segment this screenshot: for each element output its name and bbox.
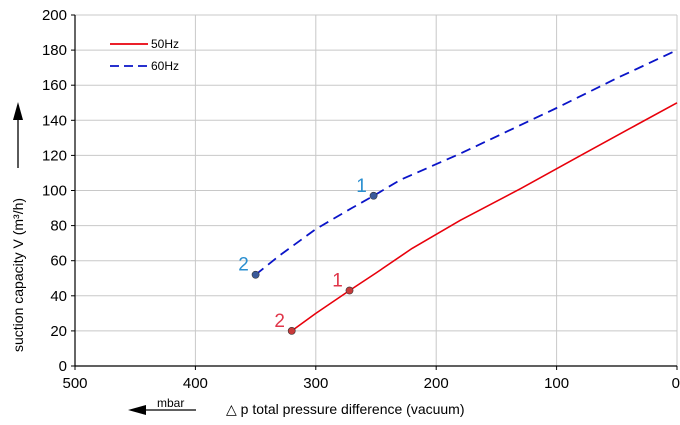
- y-tick-label: 120: [42, 147, 67, 164]
- x-axis-unit: mbar: [157, 396, 184, 410]
- y-tick-label: 20: [50, 323, 67, 340]
- operating-point-marker: [287, 326, 296, 335]
- y-axis-arrow-head-icon: [13, 102, 23, 120]
- y-tick-label: 100: [42, 183, 67, 200]
- legend-label-50Hz: 50Hz: [151, 37, 179, 51]
- legend: 50Hz 60Hz: [110, 37, 179, 73]
- x-axis-title-group: mbar △ p total pressure difference (vacu…: [128, 396, 465, 417]
- y-tick-label: 200: [42, 7, 67, 24]
- x-tick-label: 300: [303, 375, 328, 392]
- operating-point-marker: [369, 191, 378, 200]
- grid: [74, 14, 678, 367]
- operating-point-label: 1: [332, 271, 343, 292]
- y-tick-label: 60: [50, 253, 67, 270]
- y-axis-title: suction capacity V (m³/h): [10, 198, 26, 352]
- x-tick-label: 400: [183, 375, 208, 392]
- point-annotations: 1 2 1 2: [238, 176, 378, 335]
- series-line-60Hz: [255, 49, 678, 276]
- operating-point-label: 1: [356, 176, 367, 197]
- x-tick-label: 200: [424, 375, 449, 392]
- operating-point-label: 2: [274, 311, 285, 332]
- operating-point-marker: [251, 270, 260, 279]
- x-axis-arrow-head-icon: [128, 405, 146, 415]
- y-axis-title-group: suction capacity V (m³/h): [10, 102, 26, 352]
- y-tick-label: 80: [50, 218, 67, 235]
- x-axis-title: △ p total pressure difference (vacuum): [226, 401, 465, 417]
- x-tick-label: 100: [544, 375, 569, 392]
- y-tick-label: 40: [50, 288, 67, 305]
- x-tick-label: 0: [672, 375, 680, 392]
- series-line-50Hz: [291, 102, 678, 332]
- y-tick-label: 0: [59, 358, 67, 375]
- series-layer: [255, 49, 678, 332]
- x-tick-label: 500: [62, 375, 87, 392]
- y-tick-label: 160: [42, 77, 67, 94]
- legend-label-60Hz: 60Hz: [151, 59, 179, 73]
- operating-point-marker: [345, 286, 354, 295]
- y-tick-label: 180: [42, 42, 67, 59]
- operating-point-label: 2: [238, 255, 249, 276]
- y-tick-label: 140: [42, 112, 67, 129]
